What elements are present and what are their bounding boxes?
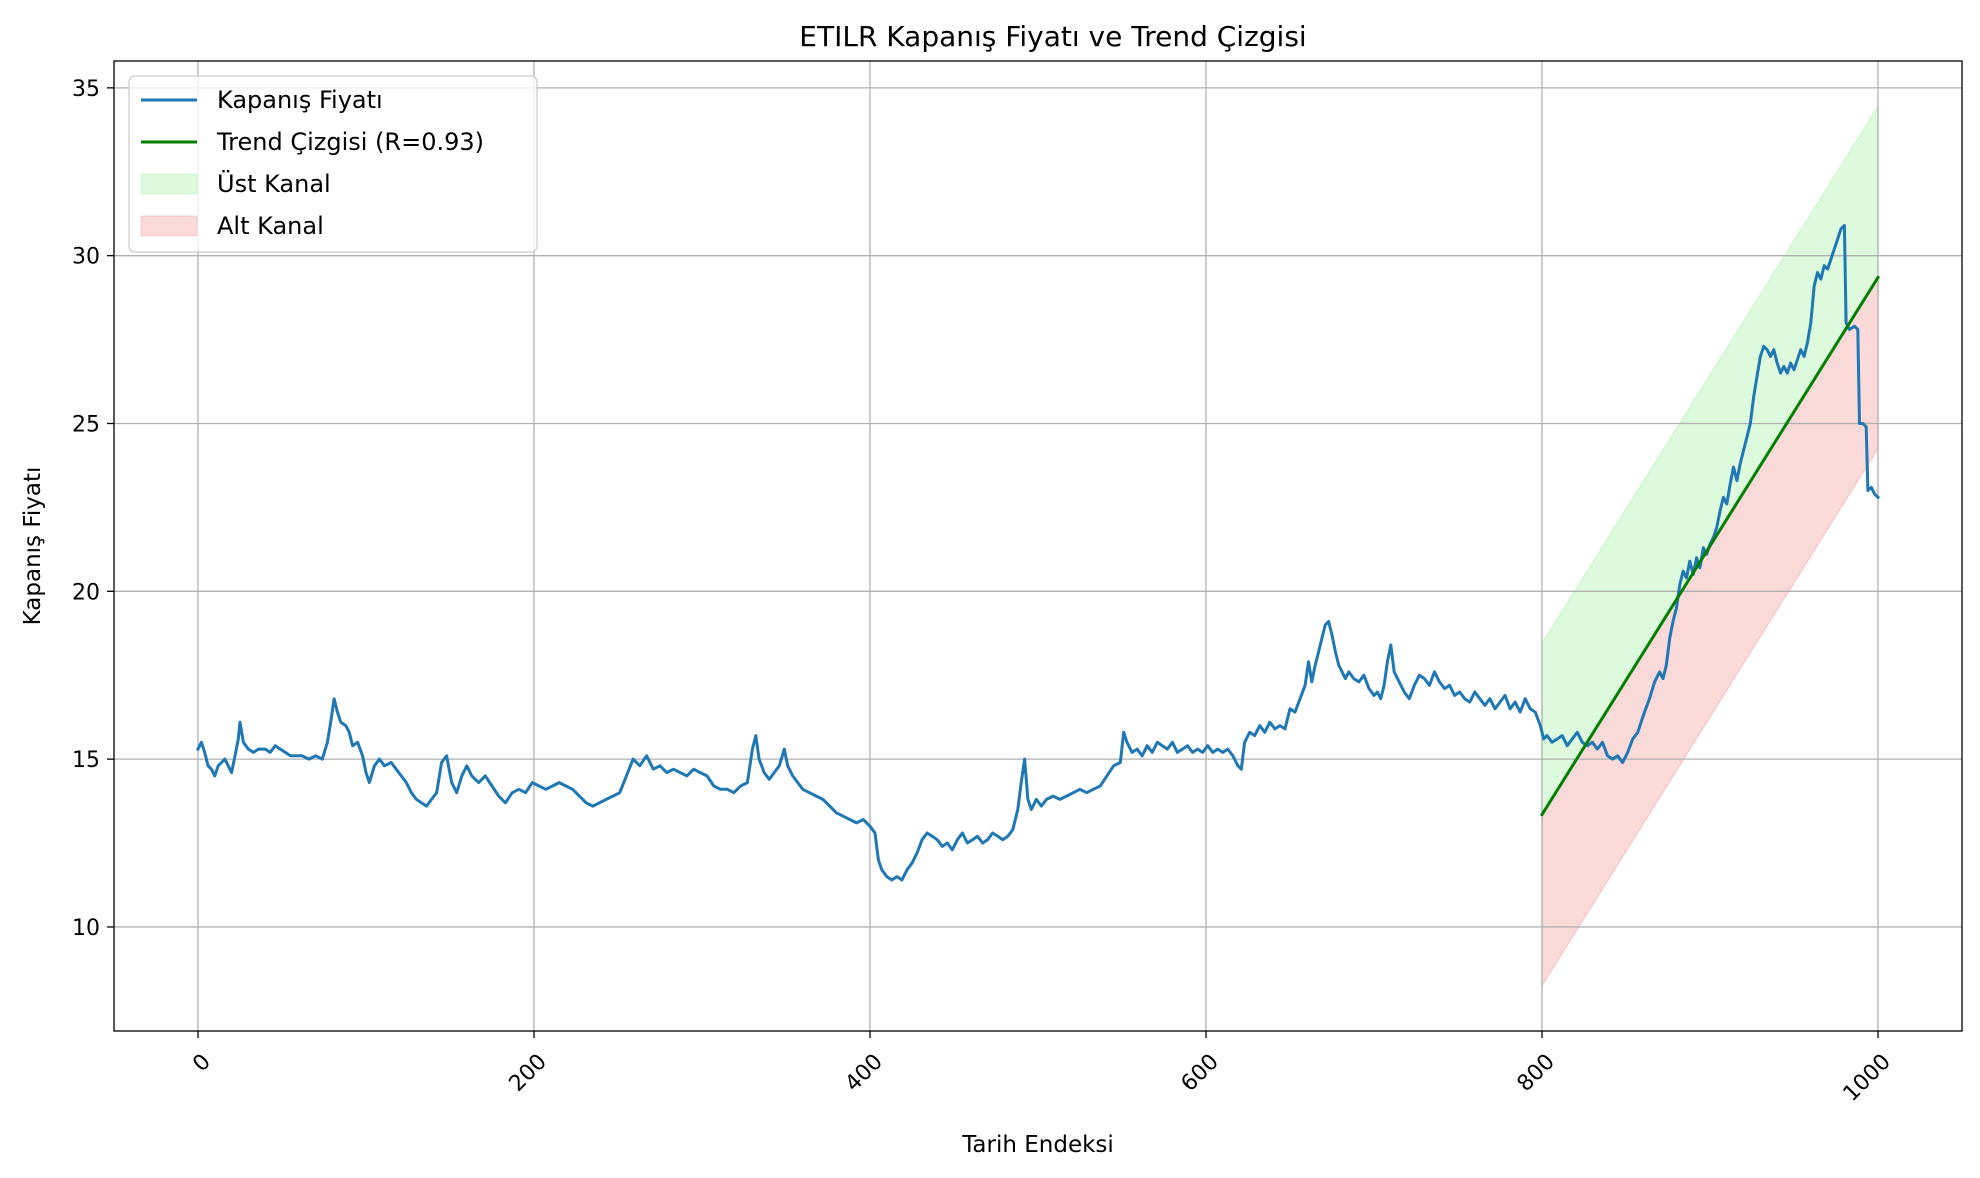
legend-item: Alt Kanal	[140, 212, 324, 240]
y-tick-label: 25	[72, 412, 100, 437]
legend-patch-swatch	[140, 173, 198, 195]
legend-item: Üst Kanal	[140, 169, 331, 198]
legend-label: Kapanış Fiyatı	[217, 86, 383, 114]
series-lines	[195, 224, 1881, 882]
y-tick-label: 30	[72, 245, 100, 270]
legend: Kapanış Fiyatı Trend Çizgisi (R=0.93) Üst …	[128, 75, 538, 253]
legend-label: Üst Kanal	[217, 169, 331, 198]
y-axis-label: Kapanış Fiyatı	[20, 467, 46, 626]
legend-label: Alt Kanal	[217, 212, 324, 240]
series-line-kapanis-fiyati	[195, 224, 1881, 882]
plot-frame	[113, 60, 1963, 1032]
y-tick-label: 15	[72, 748, 100, 773]
y-tick-label: 20	[72, 580, 100, 605]
legend-item: Kapanış Fiyatı	[141, 86, 383, 114]
y-tick-label: 35	[72, 77, 100, 102]
plot-area	[113, 60, 1963, 1032]
x-axis-label: Tarih Endeksi	[961, 1132, 1114, 1158]
legend-frame	[128, 75, 538, 253]
y-axis: 10 15 20 25 30 35	[72, 77, 114, 941]
series-line-trend	[1539, 275, 1881, 817]
legend-item: Trend Çizgisi (R=0.93)	[141, 128, 484, 156]
legend-label: Trend Çizgisi (R=0.93)	[216, 128, 484, 156]
legend-patch-swatch	[140, 215, 198, 237]
chart-title: ETILR Kapanış Fiyatı ve Trend Çizgisi	[799, 20, 1306, 53]
y-tick-label: 10	[72, 916, 100, 941]
